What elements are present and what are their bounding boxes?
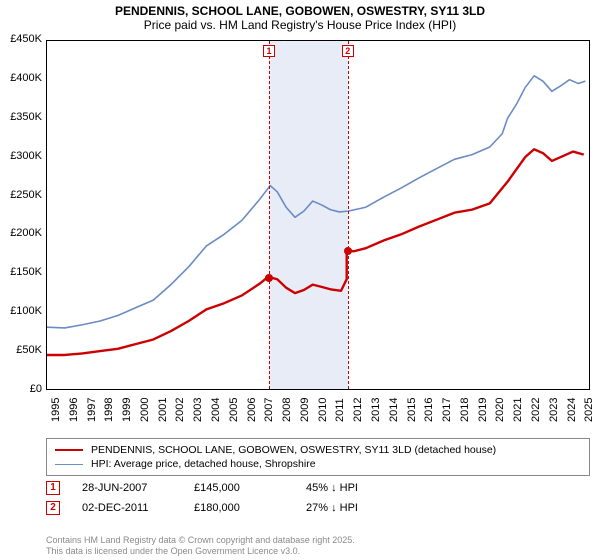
sale-marker-box: 1: [263, 45, 275, 57]
x-tick-label: 1997: [86, 398, 98, 422]
x-tick-label: 2020: [494, 398, 506, 422]
x-tick-label: 2006: [246, 398, 258, 422]
legend-item: PENDENNIS, SCHOOL LANE, GOBOWEN, OSWESTR…: [55, 443, 581, 457]
x-tick-label: 2001: [157, 398, 169, 422]
y-tick-label: £200K: [0, 227, 42, 239]
chart-svg: [47, 41, 589, 389]
x-tick-label: 1996: [68, 398, 80, 422]
y-tick-label: £100K: [0, 305, 42, 317]
x-tick-label: 1999: [121, 398, 133, 422]
chart-container: PENDENNIS, SCHOOL LANE, GOBOWEN, OSWESTR…: [0, 0, 600, 560]
x-tick-label: 1998: [103, 398, 115, 422]
sales-table: 1 28-JUN-2007 £145,000 45% ↓ HPI 2 02-DE…: [46, 478, 590, 518]
x-tick-label: 2018: [459, 398, 471, 422]
sale-date: 28-JUN-2007: [82, 482, 172, 494]
y-tick-label: £450K: [0, 33, 42, 45]
footer-line2: This data is licensed under the Open Gov…: [46, 546, 590, 557]
x-tick-label: 2004: [210, 398, 222, 422]
x-tick-label: 2021: [512, 398, 524, 422]
y-tick-label: £250K: [0, 189, 42, 201]
plot-area: 12: [46, 40, 590, 390]
series-line-hpi: [47, 76, 585, 328]
x-tick-label: 2000: [139, 398, 151, 422]
sale-index-box: 2: [46, 501, 60, 515]
x-tick-label: 2025: [583, 398, 595, 422]
x-tick-label: 2015: [406, 398, 418, 422]
x-tick-label: 2013: [370, 398, 382, 422]
sale-vline: [269, 41, 270, 389]
sale-marker-box: 2: [342, 45, 354, 57]
title-block: PENDENNIS, SCHOOL LANE, GOBOWEN, OSWESTR…: [0, 0, 600, 32]
x-tick-label: 2007: [263, 398, 275, 422]
footer-line1: Contains HM Land Registry data © Crown c…: [46, 535, 590, 546]
sales-row: 2 02-DEC-2011 £180,000 27% ↓ HPI: [46, 498, 590, 518]
legend-swatch: [55, 449, 83, 451]
title-line2: Price paid vs. HM Land Registry's House …: [0, 18, 600, 32]
x-tick-label: 2014: [388, 398, 400, 422]
sales-row: 1 28-JUN-2007 £145,000 45% ↓ HPI: [46, 478, 590, 498]
y-tick-label: £150K: [0, 266, 42, 278]
y-tick-label: £350K: [0, 111, 42, 123]
sale-delta: 27% ↓ HPI: [306, 502, 396, 514]
x-tick-label: 2008: [281, 398, 293, 422]
y-tick-label: £300K: [0, 150, 42, 162]
sale-date: 02-DEC-2011: [82, 502, 172, 514]
sale-delta: 45% ↓ HPI: [306, 482, 396, 494]
y-tick-label: £50K: [0, 344, 42, 356]
x-tick-label: 1995: [50, 398, 62, 422]
legend-item: HPI: Average price, detached house, Shro…: [55, 457, 581, 471]
x-tick-label: 2011: [334, 398, 346, 422]
x-tick-label: 2022: [530, 398, 542, 422]
sale-vline: [348, 41, 349, 389]
sale-price: £180,000: [194, 502, 284, 514]
series-line-price_paid: [47, 149, 584, 355]
x-tick-label: 2017: [441, 398, 453, 422]
x-tick-label: 2009: [299, 398, 311, 422]
sale-dot: [265, 274, 273, 282]
sale-index-box: 1: [46, 481, 60, 495]
x-tick-label: 2003: [192, 398, 204, 422]
sale-dot: [344, 247, 352, 255]
footer: Contains HM Land Registry data © Crown c…: [46, 535, 590, 558]
y-tick-label: £0: [0, 383, 42, 395]
x-tick-label: 2012: [352, 398, 364, 422]
x-tick-label: 2010: [317, 398, 329, 422]
legend-label: HPI: Average price, detached house, Shro…: [91, 458, 316, 470]
x-tick-label: 2023: [548, 398, 560, 422]
x-tick-label: 2002: [174, 398, 186, 422]
y-tick-label: £400K: [0, 72, 42, 84]
x-tick-label: 2005: [228, 398, 240, 422]
sale-price: £145,000: [194, 482, 284, 494]
x-tick-label: 2019: [477, 398, 489, 422]
x-tick-label: 2024: [566, 398, 578, 422]
legend-label: PENDENNIS, SCHOOL LANE, GOBOWEN, OSWESTR…: [91, 444, 496, 456]
legend-swatch: [55, 464, 83, 465]
legend: PENDENNIS, SCHOOL LANE, GOBOWEN, OSWESTR…: [46, 438, 590, 476]
title-line1: PENDENNIS, SCHOOL LANE, GOBOWEN, OSWESTR…: [0, 4, 600, 18]
x-tick-label: 2016: [423, 398, 435, 422]
